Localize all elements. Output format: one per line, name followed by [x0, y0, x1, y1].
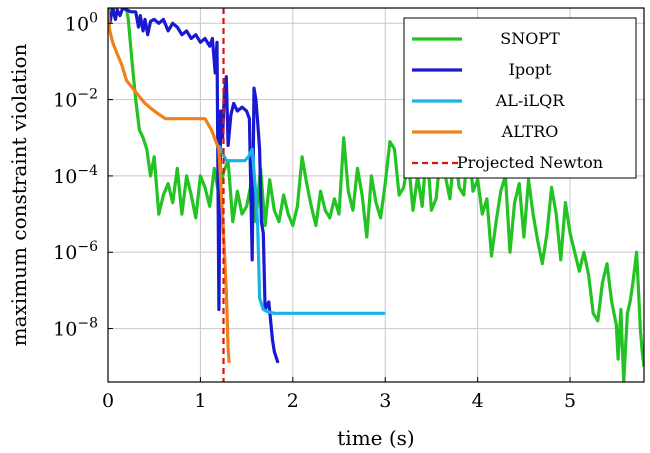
legend-label-altro: ALTRO	[501, 122, 559, 141]
y-tick-exponent: −2	[77, 87, 98, 103]
x-tick-label: 2	[287, 390, 299, 412]
x-axis-label: time (s)	[337, 426, 414, 450]
y-tick-label: 100	[65, 10, 98, 35]
y-tick-base: 10	[53, 90, 77, 112]
x-tick-label: 3	[379, 390, 391, 412]
y-tick-exponent: −6	[77, 239, 98, 255]
y-tick-exponent: 0	[89, 10, 98, 26]
x-tick-label: 5	[564, 390, 576, 412]
y-tick-exponent: −4	[77, 163, 98, 179]
y-tick-label: 10−2	[53, 87, 98, 112]
plot-area	[108, 8, 644, 382]
x-tick-label: 0	[102, 390, 114, 412]
y-tick-base: 10	[53, 242, 77, 264]
legend-label-projected-newton: Projected Newton	[457, 153, 603, 172]
legend-label-snopt: SNOPT	[500, 29, 560, 48]
plot-frame	[107, 7, 645, 383]
y-tick-label: 10−8	[53, 316, 98, 341]
y-axis-label: maximum constraint violation	[7, 44, 31, 347]
y-tick-label: 10−4	[53, 163, 98, 188]
legend-box	[403, 17, 637, 179]
legend-label-al-ilqr: AL-iLQR	[495, 91, 565, 110]
y-tick-base: 10	[65, 13, 89, 35]
series-al-ilqr-line	[217, 144, 386, 315]
series-ipopt-line	[108, 8, 280, 364]
legend: SNOPT Ipopt AL-iLQR ALTRO Projected Newton	[403, 17, 637, 179]
series-snopt-line	[108, 8, 644, 382]
x-tick-label: 4	[472, 390, 484, 412]
y-tick-label: 10−6	[53, 239, 98, 264]
y-tick-base: 10	[53, 319, 77, 341]
y-tick-base: 10	[53, 166, 77, 188]
x-tick-label: 1	[194, 390, 206, 412]
legend-label-ipopt: Ipopt	[509, 60, 552, 79]
y-tick-exponent: −8	[77, 316, 98, 332]
